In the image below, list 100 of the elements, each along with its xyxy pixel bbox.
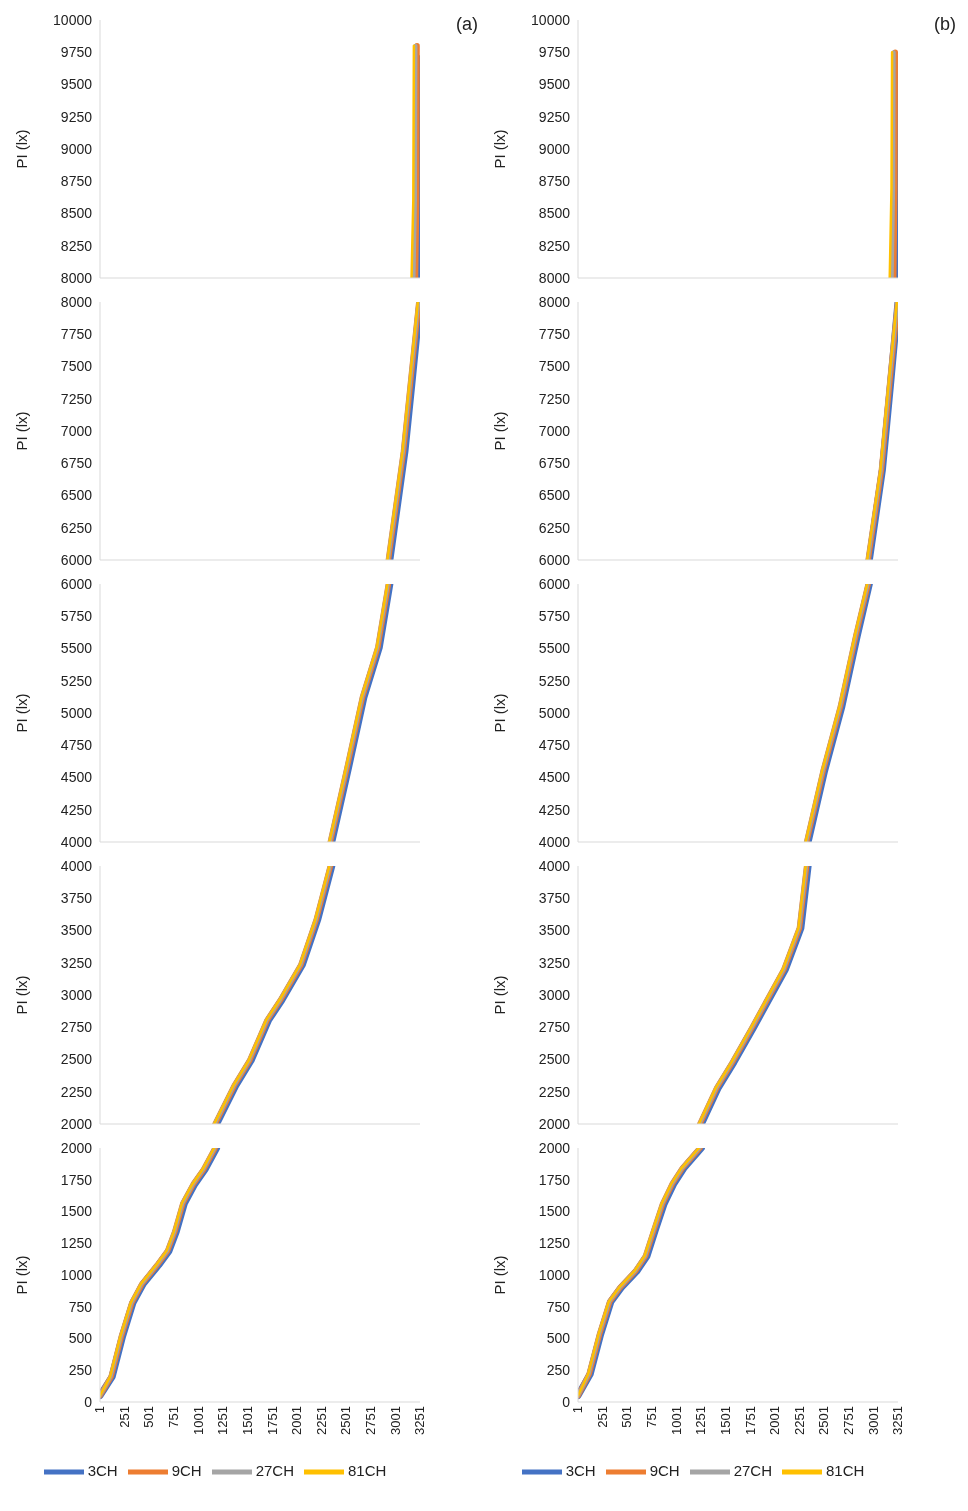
text: (b) <box>934 14 956 35</box>
x-tick-label: 1 <box>570 1406 586 1414</box>
x-tick-label: 1501 <box>239 1406 255 1435</box>
y-tick-label: 3750 <box>60 890 93 907</box>
y-tick-label: 10000 <box>53 11 93 28</box>
x-tick-label: 2501 <box>816 1406 832 1435</box>
y-tick-label: 9500 <box>538 76 571 93</box>
text: (a) <box>456 14 478 35</box>
y-tick-label: 8750 <box>538 173 571 190</box>
y-tick-label: 7000 <box>538 422 571 439</box>
y-tick-label: 4750 <box>60 737 93 754</box>
y-tick-label: 5250 <box>538 672 571 689</box>
x-tick-label: 2251 <box>313 1406 329 1435</box>
y-tick-label: 2250 <box>538 1083 571 1100</box>
x-tick-label: 751 <box>644 1406 660 1428</box>
y-axis-title: PI (lx) <box>491 1255 509 1295</box>
y-tick-label: 2000 <box>60 1115 93 1132</box>
y-axis-title: PI (lx) <box>13 975 31 1015</box>
y-tick-label: 9750 <box>538 44 571 61</box>
y-tick-label: 8000 <box>538 293 571 310</box>
y-tick-label: 7750 <box>60 326 93 343</box>
x-tick-label: 1751 <box>742 1406 758 1435</box>
y-tick-label: 4000 <box>60 833 93 850</box>
y-tick-label: 250 <box>546 1362 571 1379</box>
y-tick-label: 2750 <box>60 1019 93 1036</box>
x-tick-label: 1251 <box>693 1406 709 1435</box>
y-tick-label: 6750 <box>60 455 93 472</box>
x-tick-label: 1501 <box>717 1406 733 1435</box>
y-tick-label: 0 <box>84 1393 93 1410</box>
y-tick-label: 2000 <box>538 1139 571 1156</box>
y-tick-label: 4000 <box>60 857 93 874</box>
y-tick-label: 6000 <box>538 551 571 568</box>
y-tick-label: 1000 <box>538 1266 571 1283</box>
legend-label: 3CH <box>565 1461 596 1479</box>
y-tick-label: 4000 <box>538 833 571 850</box>
legend-label: 81CH <box>348 1461 387 1479</box>
x-tick-label: 2251 <box>791 1406 807 1435</box>
x-tick-label: 251 <box>116 1406 132 1428</box>
y-tick-label: 8250 <box>538 237 571 254</box>
y-tick-label: 8500 <box>538 205 571 222</box>
y-tick-label: 5500 <box>60 640 93 657</box>
x-tick-label: 751 <box>166 1406 182 1428</box>
y-tick-label: 6750 <box>538 455 571 472</box>
y-tick-label: 9500 <box>60 76 93 93</box>
x-tick-label: 3001 <box>387 1406 403 1435</box>
y-tick-label: 7500 <box>538 358 571 375</box>
y-tick-label: 4250 <box>538 801 571 818</box>
y-tick-label: 8750 <box>60 173 93 190</box>
y-tick-label: 6250 <box>60 519 93 536</box>
y-tick-label: 2000 <box>60 1139 93 1156</box>
y-tick-label: 1250 <box>538 1235 571 1252</box>
y-tick-label: 3000 <box>60 986 93 1003</box>
y-tick-label: 2250 <box>60 1083 93 1100</box>
legend-label: 27CH <box>255 1461 295 1479</box>
x-tick-label: 1251 <box>215 1406 231 1435</box>
y-tick-label: 1250 <box>60 1235 93 1252</box>
y-tick-label: 7500 <box>60 358 93 375</box>
x-tick-label: 1 <box>92 1406 108 1414</box>
y-axis-title: PI (lx) <box>491 129 509 169</box>
y-tick-label: 9250 <box>60 108 93 125</box>
y-tick-label: 6500 <box>538 487 571 504</box>
y-tick-label: 1500 <box>538 1203 571 1220</box>
y-tick-label: 5750 <box>538 608 571 625</box>
x-tick-label: 1001 <box>668 1406 684 1435</box>
y-tick-label: 7250 <box>538 390 571 407</box>
x-tick-label: 1001 <box>190 1406 206 1435</box>
y-tick-label: 9250 <box>538 108 571 125</box>
x-tick-label: 3251 <box>890 1406 906 1435</box>
x-tick-label: 2001 <box>767 1406 783 1435</box>
x-tick-label: 2751 <box>841 1406 856 1435</box>
y-tick-label: 10000 <box>531 11 571 28</box>
y-tick-label: 7750 <box>538 326 571 343</box>
y-axis-title: PI (lx) <box>13 411 31 451</box>
y-tick-label: 9750 <box>60 44 93 61</box>
x-tick-label: 501 <box>619 1406 635 1428</box>
y-tick-label: 8000 <box>60 293 93 310</box>
y-axis-title: PI (lx) <box>491 411 509 451</box>
y-tick-label: 6250 <box>538 519 571 536</box>
y-tick-label: 9000 <box>60 140 93 157</box>
y-tick-label: 7000 <box>60 422 93 439</box>
y-axis-title: PI (lx) <box>13 693 31 733</box>
y-tick-label: 750 <box>546 1298 571 1315</box>
y-tick-label: 500 <box>68 1330 93 1347</box>
y-tick-label: 2500 <box>60 1051 93 1068</box>
y-tick-label: 1000 <box>60 1266 93 1283</box>
y-tick-label: 2000 <box>538 1115 571 1132</box>
y-tick-label: 3000 <box>538 986 571 1003</box>
y-tick-label: 8500 <box>60 205 93 222</box>
y-tick-label: 5750 <box>60 608 93 625</box>
x-tick-label: 501 <box>141 1406 157 1428</box>
y-axis-title: PI (lx) <box>491 975 509 1015</box>
y-tick-label: 9000 <box>538 140 571 157</box>
y-tick-label: 5500 <box>538 640 571 657</box>
y-tick-label: 6000 <box>60 575 93 592</box>
y-tick-label: 2750 <box>538 1019 571 1036</box>
legend-label: 3CH <box>87 1461 118 1479</box>
x-tick-label: 2751 <box>363 1406 378 1435</box>
y-tick-label: 1750 <box>60 1171 93 1188</box>
legend-label: 9CH <box>171 1461 202 1479</box>
y-axis-title: PI (lx) <box>491 693 509 733</box>
